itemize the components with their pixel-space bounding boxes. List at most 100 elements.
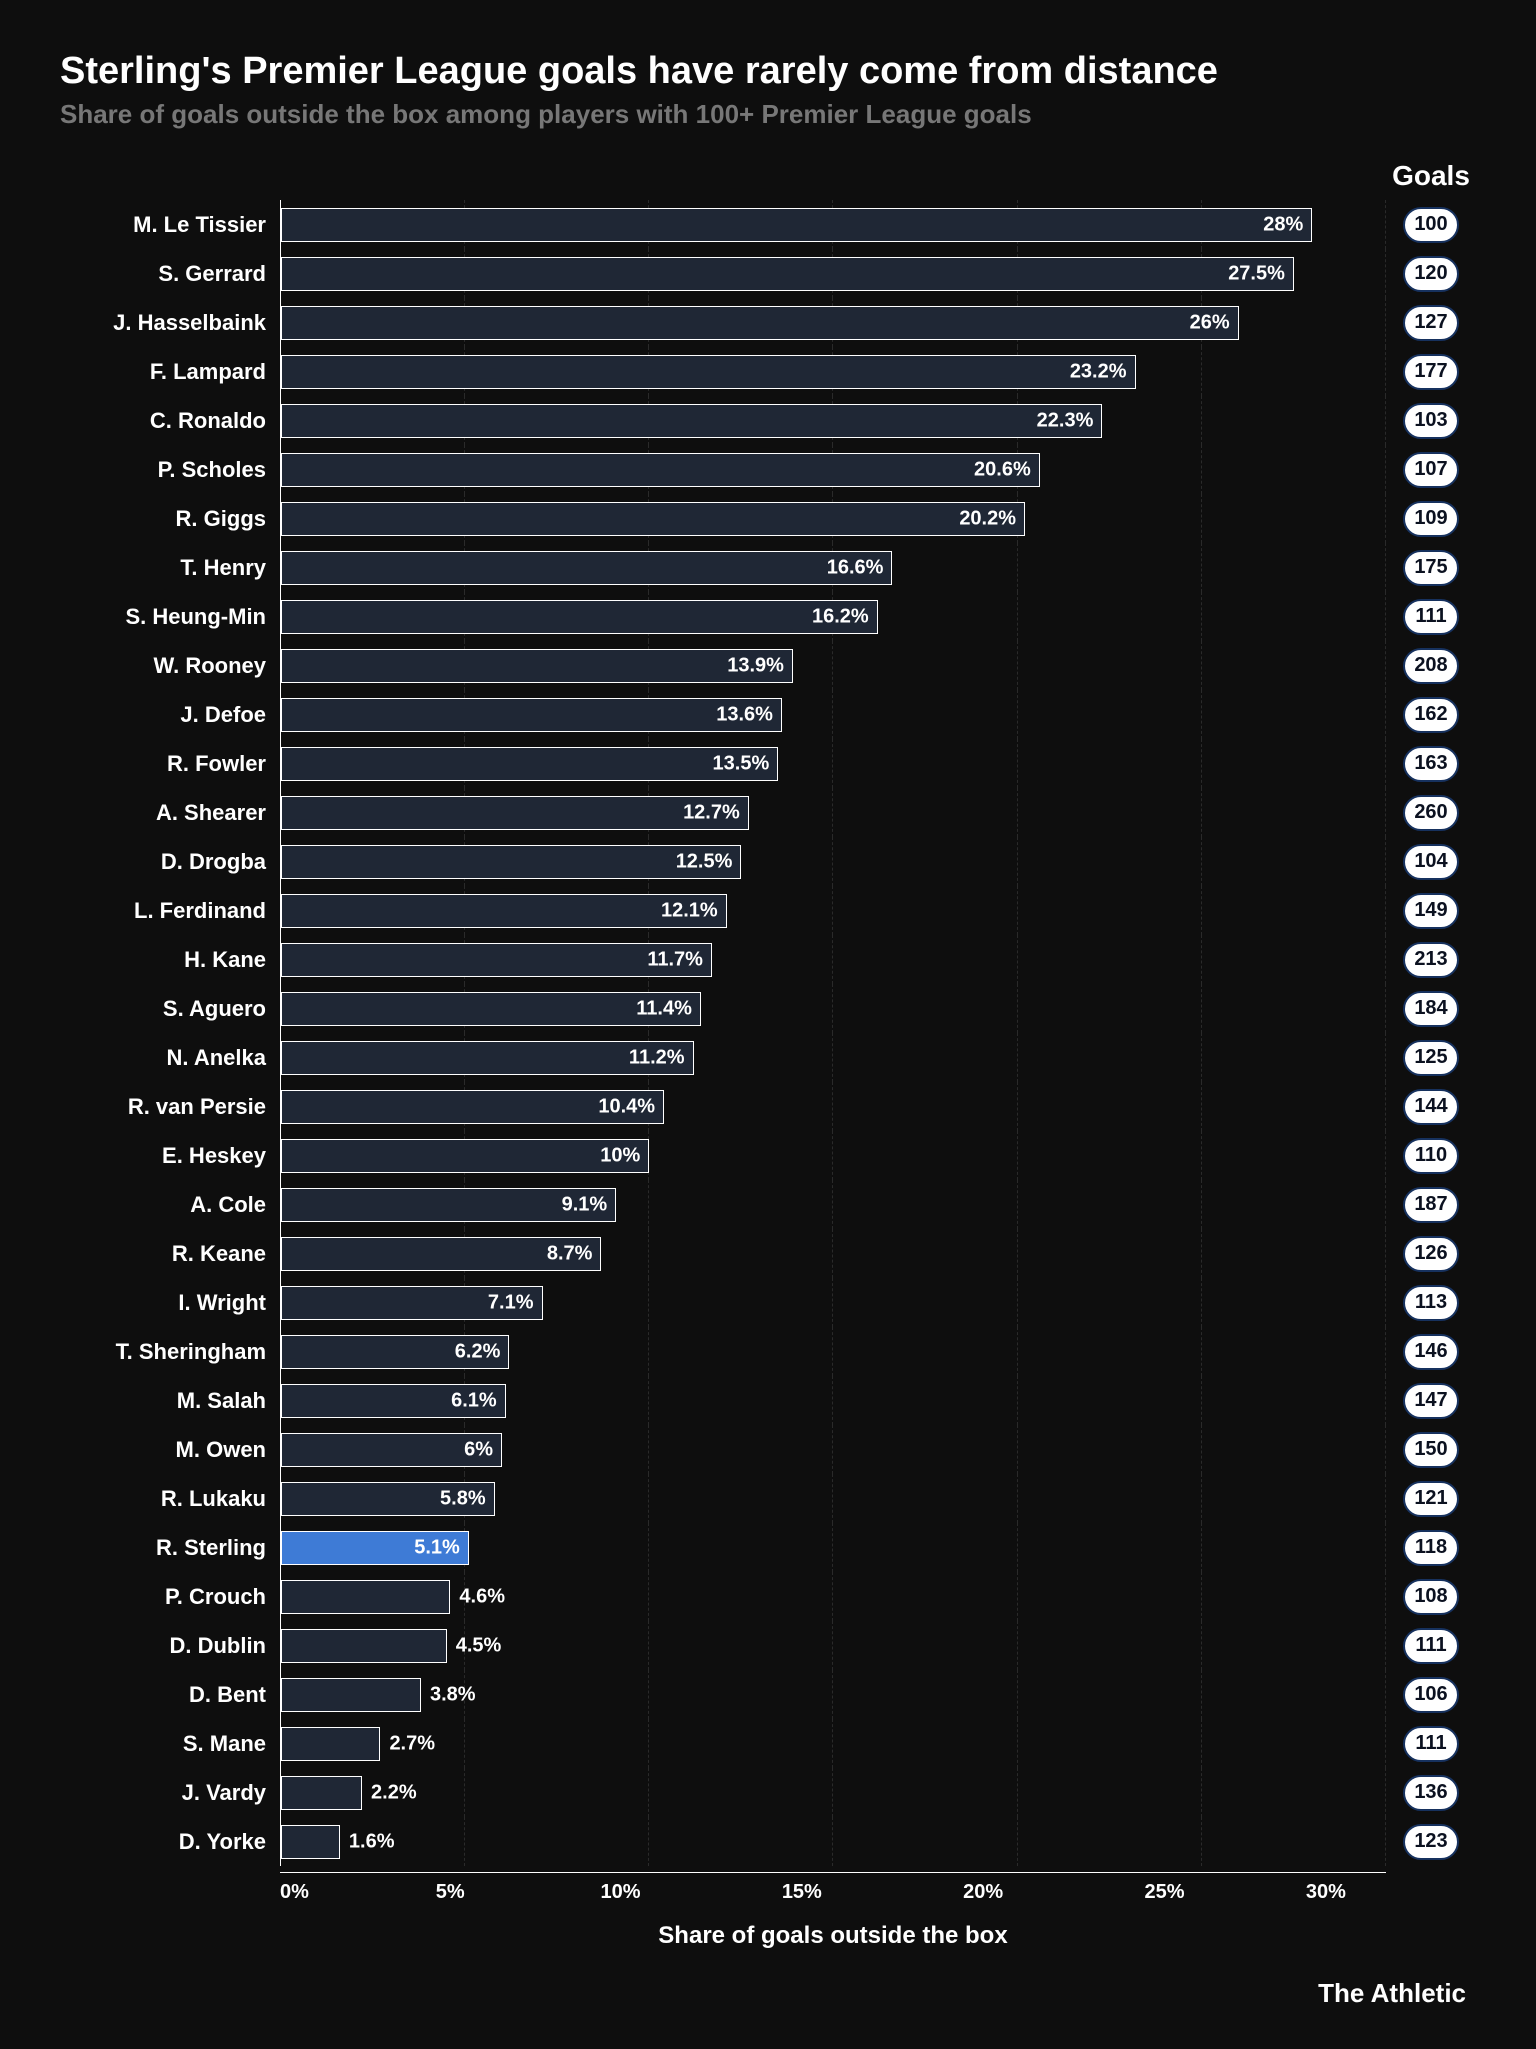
bar: 1.6%	[281, 1825, 340, 1859]
goals-badge: 125	[1403, 1040, 1459, 1076]
plot-area: 6%	[280, 1425, 1386, 1474]
bar-value-label: 13.6%	[716, 703, 773, 726]
bar-value-label: 8.7%	[547, 1242, 593, 1265]
bar-row: R. Fowler13.5%163	[60, 739, 1476, 788]
bar: 6%	[281, 1433, 502, 1467]
plot-area: 13.6%	[280, 690, 1386, 739]
goals-badge: 144	[1403, 1089, 1459, 1125]
plot-area: 6.2%	[280, 1327, 1386, 1376]
bar-value-label: 13.5%	[713, 752, 770, 775]
bar: 10%	[281, 1139, 649, 1173]
bar: 12.5%	[281, 845, 741, 879]
bar-row: T. Sheringham6.2%146	[60, 1327, 1476, 1376]
bar: 11.2%	[281, 1041, 694, 1075]
plot-area: 2.7%	[280, 1719, 1386, 1768]
bar-value-label: 4.6%	[459, 1585, 505, 1608]
bar-value-label: 26%	[1190, 311, 1230, 334]
x-axis-label: Share of goals outside the box	[280, 1922, 1386, 1950]
bar-row: I. Wright7.1%113	[60, 1278, 1476, 1327]
bar-row: H. Kane11.7%213	[60, 935, 1476, 984]
plot-area: 13.9%	[280, 641, 1386, 690]
goals-badge: 103	[1403, 403, 1459, 439]
goals-cell: 111	[1386, 599, 1476, 635]
goals-badge: 127	[1403, 305, 1459, 341]
bar-value-label: 5.8%	[440, 1487, 486, 1510]
bar: 12.1%	[281, 894, 727, 928]
bar-row: P. Scholes 20.6% 107	[60, 445, 1476, 494]
x-tick: 20%	[963, 1873, 1003, 1912]
header-row: Goals	[60, 160, 1476, 192]
bar-row: S. Aguero11.4%184	[60, 984, 1476, 1033]
plot-area: 10.4%	[280, 1082, 1386, 1131]
goals-badge: 177	[1403, 354, 1459, 390]
player-label: T. Henry	[60, 555, 280, 581]
x-axis-label-row: Share of goals outside the box	[60, 1922, 1476, 1950]
player-label: A. Cole	[60, 1192, 280, 1218]
plot-area: 23.2%	[280, 347, 1386, 396]
player-label: S. Aguero	[60, 996, 280, 1022]
goals-badge: 136	[1403, 1775, 1459, 1811]
bar-row: D. Bent3.8%106	[60, 1670, 1476, 1719]
bar-row: F. Lampard23.2% 177	[60, 347, 1476, 396]
plot-area: 16.6%	[280, 543, 1386, 592]
goals-badge: 100	[1403, 207, 1459, 243]
bar-value-label: 12.1%	[661, 899, 718, 922]
bar-row: R. Lukaku5.8%121	[60, 1474, 1476, 1523]
chart-title: Sterling's Premier League goals have rar…	[60, 50, 1476, 93]
bar-row: N. Anelka11.2%125	[60, 1033, 1476, 1082]
bar: 6.1%	[281, 1384, 506, 1418]
bar-value-label: 1.6%	[349, 1830, 395, 1853]
chart-subtitle: Share of goals outside the box among pla…	[60, 99, 1476, 130]
goals-cell: 100	[1386, 207, 1476, 243]
bar-value-label: 2.7%	[389, 1732, 435, 1755]
player-label: D. Bent	[60, 1682, 280, 1708]
bar: 23.2%	[281, 355, 1136, 389]
goals-badge: 110	[1403, 1138, 1459, 1174]
x-tick: 0%	[280, 1873, 309, 1912]
plot-area: 11.4%	[280, 984, 1386, 1033]
goals-badge: 107	[1403, 452, 1459, 488]
bar-value-label: 10.4%	[598, 1095, 655, 1118]
player-label: M. Le Tissier	[60, 212, 280, 238]
player-label: C. Ronaldo	[60, 408, 280, 434]
plot-area: 12.5%	[280, 837, 1386, 886]
player-label: F. Lampard	[60, 359, 280, 385]
bar-value-label: 11.7%	[647, 948, 703, 971]
bar: 16.6%	[281, 551, 892, 585]
goals-badge: 147	[1403, 1383, 1459, 1419]
goals-cell: 126	[1386, 1236, 1476, 1272]
bar-row: D. Yorke1.6%123	[60, 1817, 1476, 1866]
bar: 8.7%	[281, 1237, 601, 1271]
player-label: D. Dublin	[60, 1633, 280, 1659]
player-label: S. Heung-Min	[60, 604, 280, 630]
bar-row: T. Henry16.6%175	[60, 543, 1476, 592]
player-label: J. Vardy	[60, 1780, 280, 1806]
bar-value-label: 20.2%	[959, 507, 1016, 530]
bar-row: J. Defoe13.6%162	[60, 690, 1476, 739]
x-tick: 15%	[782, 1873, 822, 1912]
bar-value-label: 6%	[464, 1438, 493, 1461]
bar: 12.7%	[281, 796, 749, 830]
bar-rows: M. Le Tissier28%100S. Gerrard27.5%120J. …	[60, 200, 1476, 1866]
player-label: S. Gerrard	[60, 261, 280, 287]
bar-row: A. Cole9.1%187	[60, 1180, 1476, 1229]
goals-badge: 121	[1403, 1481, 1459, 1517]
plot-area: 28%	[280, 200, 1386, 249]
bar: 2.7%	[281, 1727, 380, 1761]
bar-value-label: 16.6%	[827, 556, 884, 579]
x-axis: 0%5%10%15%20%25%30%	[60, 1872, 1476, 1912]
bar-row: R. Sterling5.1%118	[60, 1523, 1476, 1572]
bar-row: J. Vardy 2.2% 136	[60, 1768, 1476, 1817]
bar-value-label: 13.9%	[727, 654, 784, 677]
plot-area: 3.8%	[280, 1670, 1386, 1719]
bar-value-label: 20.6%	[974, 458, 1031, 481]
bar-value-label: 2.2%	[371, 1781, 417, 1804]
bar-row: D. Dublin4.5%111	[60, 1621, 1476, 1670]
goals-badge: 109	[1403, 501, 1459, 537]
goals-column-header: Goals	[1386, 160, 1476, 192]
goals-badge: 123	[1403, 1824, 1459, 1860]
player-label: P. Scholes	[60, 457, 280, 483]
bar-value-label: 4.5%	[456, 1634, 502, 1657]
goals-cell: 123	[1386, 1824, 1476, 1860]
player-label: S. Mane	[60, 1731, 280, 1757]
